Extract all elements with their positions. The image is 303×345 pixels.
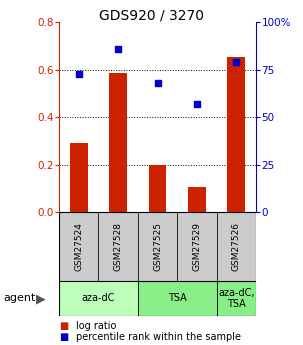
Bar <box>59 281 138 316</box>
Text: percentile rank within the sample: percentile rank within the sample <box>76 333 241 342</box>
Bar <box>228 57 245 212</box>
Text: log ratio: log ratio <box>76 321 116 331</box>
Text: aza-dC,
TSA: aza-dC, TSA <box>218 288 255 309</box>
Point <box>195 101 199 107</box>
Text: GSM27524: GSM27524 <box>74 222 83 271</box>
Bar <box>188 187 206 212</box>
Bar <box>98 212 138 281</box>
Point <box>234 59 239 65</box>
Text: GSM27526: GSM27526 <box>232 222 241 271</box>
Text: aza-dC: aza-dC <box>82 294 115 303</box>
Bar <box>59 212 98 281</box>
Text: ■: ■ <box>59 321 68 331</box>
Bar <box>177 212 217 281</box>
Text: agent: agent <box>3 294 35 303</box>
Text: GSM27528: GSM27528 <box>114 222 123 271</box>
Bar <box>138 281 217 316</box>
Point <box>155 80 160 86</box>
Bar <box>217 281 256 316</box>
Text: GSM27529: GSM27529 <box>192 222 201 271</box>
Bar <box>138 212 177 281</box>
Bar <box>149 165 166 212</box>
Bar <box>109 73 127 212</box>
Text: ■: ■ <box>59 333 68 342</box>
Text: TSA: TSA <box>168 294 187 303</box>
Bar <box>70 144 88 212</box>
Text: ▶: ▶ <box>36 292 46 305</box>
Text: GDS920 / 3270: GDS920 / 3270 <box>99 9 204 23</box>
Point <box>76 71 81 76</box>
Bar <box>217 212 256 281</box>
Point <box>116 46 121 52</box>
Text: GSM27525: GSM27525 <box>153 222 162 271</box>
